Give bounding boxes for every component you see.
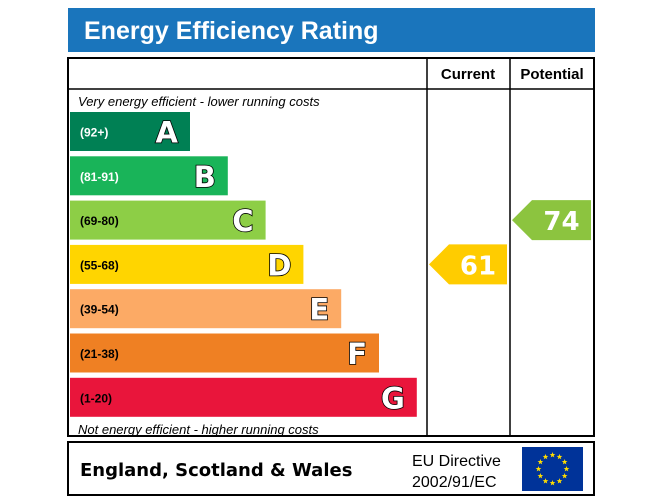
band-g-letter: G — [381, 381, 405, 415]
eu-star-icon — [549, 452, 556, 458]
current-arrow — [429, 244, 507, 285]
band-b — [70, 156, 228, 196]
band-a-range: (92+) — [80, 126, 108, 140]
eu-star-icon — [556, 478, 563, 484]
band-f-letter: F — [347, 337, 367, 371]
eu-star-icon — [556, 453, 563, 460]
band-c-letter: C — [232, 204, 253, 238]
band-b-letter: B — [194, 160, 216, 194]
chart-frame — [67, 57, 595, 437]
rating-bands: (92+) A (81-91) B (69-80) C (55-68) D (39-54) E (2… — [70, 112, 417, 417]
rating-arrows: 61 74 — [429, 200, 591, 285]
band-e — [70, 289, 342, 329]
potential-column-header: Potential — [520, 66, 583, 83]
band-a-letter: A — [156, 116, 179, 150]
eu-star-icon — [561, 473, 568, 479]
directive-line2: 2002/91/EC — [412, 474, 497, 491]
eu-star-icon — [549, 480, 556, 486]
band-d-letter: D — [267, 248, 291, 282]
band-c — [70, 200, 266, 240]
eu-star-icon — [537, 473, 544, 479]
eu-star-icon — [563, 466, 570, 472]
potential-arrow — [512, 200, 591, 241]
current-column-header: Current — [441, 66, 495, 83]
current-rating-value: 61 — [460, 251, 496, 281]
band-g-range: (1-20) — [80, 391, 112, 405]
band-g — [70, 377, 417, 417]
band-d — [70, 244, 304, 284]
eu-flag-icon — [522, 447, 583, 491]
footer-region: England, Scotland & Wales — [80, 460, 352, 481]
eu-star-icon — [561, 459, 568, 465]
footer-frame — [67, 441, 595, 496]
potential-rating-value: 74 — [543, 207, 579, 237]
eu-star-icon — [542, 478, 549, 484]
directive-line1: EU Directive — [412, 453, 501, 470]
eu-stars — [535, 452, 570, 486]
title-bar — [68, 8, 595, 52]
band-a — [70, 112, 190, 151]
bottom-note: Not energy efficient - higher running co… — [78, 422, 319, 437]
eu-star-icon — [542, 453, 549, 460]
band-d-range: (55-68) — [80, 258, 119, 272]
eu-star-icon — [535, 466, 542, 472]
band-f-range: (21-38) — [80, 347, 119, 361]
band-b-range: (81-91) — [80, 170, 119, 184]
chart-title: Energy Efficiency Rating — [84, 17, 379, 45]
band-c-range: (69-80) — [80, 214, 119, 228]
top-note: Very energy efficient - lower running co… — [78, 94, 320, 109]
band-f — [70, 333, 379, 373]
band-e-letter: E — [309, 293, 329, 327]
eu-star-icon — [537, 459, 544, 465]
band-e-range: (39-54) — [80, 303, 119, 317]
